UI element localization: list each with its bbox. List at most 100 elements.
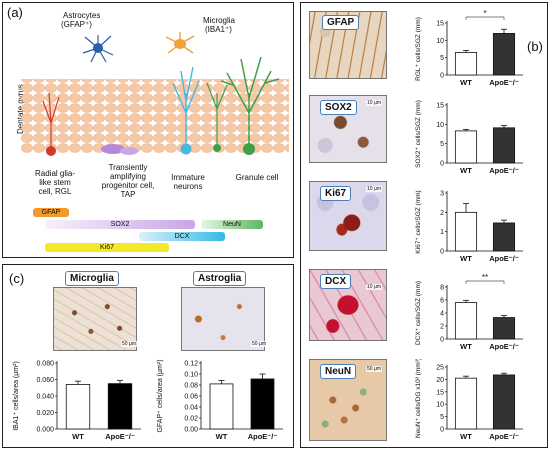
chart-dcx: 0 2 4 6 8 DCX⁺ cells/SGZ (mm) WT ApoE⁻/⁻ **: [415, 273, 523, 351]
scalebar-microglia: 50 µm: [121, 341, 137, 347]
y-tick-label: 4: [440, 311, 444, 318]
scalebar-neun: 50 µm: [366, 366, 382, 372]
y-tick-label: 1: [440, 229, 444, 236]
y-tick-label: 5: [440, 414, 444, 421]
chart-sox2: 0 5 10 15 SOX2⁺ cells/SGZ (mm) WT ApoE⁻/⁻: [415, 100, 523, 175]
y-tick-label: 0: [440, 427, 444, 434]
y-tick-label: 0.060: [36, 377, 54, 384]
bar-apoe: [492, 127, 516, 164]
micrograph-gfap: GFAP: [309, 11, 387, 79]
micrograph-sox2: SOX2 10 µm: [309, 95, 387, 163]
micrograph-label-ki67: Ki67: [320, 186, 352, 201]
y-tick-label: 0: [440, 337, 444, 344]
marker-gfap: GFAP: [33, 208, 69, 217]
y-tick-label: 15: [436, 21, 444, 28]
x-tick-label: WT: [460, 166, 472, 175]
y-tick-label: 5: [440, 55, 444, 62]
y-tick-label: 6: [440, 298, 444, 305]
y-tick-label: 8: [440, 285, 444, 292]
micrograph-label-neun: NeuN: [320, 364, 357, 379]
y-tick-label: 0: [440, 161, 444, 168]
y-tick-label: 3: [440, 191, 444, 198]
x-tick-label: ApoE⁻/⁻: [489, 342, 519, 351]
significance-label: *: [483, 9, 486, 18]
y-tick-label: 15: [436, 103, 444, 110]
y-tick-label: 0.12: [184, 361, 198, 368]
chart-rgl: 0 5 10 15 RGL⁺ cells/SGZ (mm) WT ApoE⁻/⁻ *: [415, 9, 523, 87]
cell-label-immature: Immature neurons: [171, 173, 205, 191]
scalebar-ki67: 10 µm: [366, 186, 382, 192]
astrocytes-sub: (GFAP⁺): [61, 20, 92, 29]
bar-wt: [209, 383, 234, 430]
x-tick-label: ApoE⁻/⁻: [489, 78, 519, 87]
bar-apoe: [250, 378, 275, 430]
cell-label-rgl: Radial glia- like stem cell, RGL: [34, 169, 76, 196]
y-tick-label: 0.080: [36, 361, 54, 368]
marker-ki67: Ki67: [45, 243, 169, 252]
x-tick-label: ApoE⁻/⁻: [105, 432, 135, 441]
micrograph-ki67: Ki67 10 µm: [309, 181, 387, 251]
panel-c-label: (c): [9, 271, 25, 286]
y-tick-label: 2: [440, 210, 444, 217]
micrograph-microglia: [53, 287, 137, 351]
scalebar-dcx: 10 µm: [366, 284, 382, 290]
bar-wt: [454, 52, 478, 76]
panel-a-label: (a): [7, 5, 23, 20]
y-tick-label: 0: [440, 73, 444, 80]
bar-wt: [65, 384, 91, 430]
x-tick-label: ApoE⁻/⁻: [248, 432, 278, 441]
bar-apoe: [492, 317, 516, 340]
y-tick-label: 10: [436, 402, 444, 409]
chart-neun: 0 5 10 15 20 25 NeuN⁺ cells/DG x10³ (mm³) WT Apo…: [415, 359, 523, 441]
scalebar-astroglia: 50 µm: [251, 341, 267, 347]
y-tick-label: 2: [440, 324, 444, 331]
astrocytes-label: Astrocytes: [63, 11, 101, 20]
x-tick-label: WT: [460, 254, 472, 263]
y-axis-label: NeuN⁺ cells/DG x10³ (mm³): [415, 359, 422, 438]
micrograph-neun: NeuN 50 µm: [309, 359, 387, 441]
y-tick-label: 15: [436, 389, 444, 396]
dentate-gyrus-illustration: [21, 56, 289, 156]
bar-apoe: [492, 32, 516, 76]
cell-label-granule: Granule cell: [235, 173, 279, 182]
y-tick-label: 0.000: [36, 427, 54, 434]
marker-dcx: DCX: [139, 232, 225, 241]
x-tick-label: WT: [460, 432, 472, 441]
cell-label-tap: Transiently amplifying progenitor cell, …: [101, 163, 155, 199]
significance-label: **: [482, 273, 488, 282]
chart-gfap-area: 0.00 0.02 0.04 0.06 0.08 0.10 0.12 GFAP⁺ cells/…: [157, 359, 283, 441]
microglia-icon: [165, 32, 195, 54]
panel-b-label: (b): [527, 39, 543, 54]
marker-neun: NeuN: [201, 220, 263, 229]
y-tick-label: 5: [440, 141, 444, 148]
micrograph-astroglia: [181, 287, 265, 351]
y-axis-label: IBA1⁺ cells/area (µm²): [13, 361, 20, 431]
y-tick-label: 10: [436, 38, 444, 45]
x-tick-label: ApoE⁻/⁻: [489, 432, 519, 441]
x-tick-label: WT: [460, 342, 472, 351]
y-axis-label: SOX2⁺ cells/SGZ (mm): [415, 100, 422, 168]
micrograph-label-gfap: GFAP: [322, 15, 360, 30]
y-tick-label: 0.04: [184, 405, 198, 412]
panel-b: (b) GFAP SOX2 10 µm Ki67 10 µm DCX 10 µm…: [300, 2, 548, 448]
x-tick-label: WT: [216, 432, 228, 441]
y-tick-label: 25: [436, 365, 444, 372]
y-tick-label: 0.00: [184, 427, 198, 434]
y-tick-label: 0: [440, 249, 444, 256]
micrograph-dcx: DCX 10 µm: [309, 269, 387, 341]
x-tick-label: WT: [72, 432, 84, 441]
scalebar-sox2: 10 µm: [366, 100, 382, 106]
y-axis-label: RGL⁺ cells/SGZ (mm): [415, 17, 422, 81]
micrograph-label-dcx: DCX: [320, 274, 352, 289]
y-tick-label: 0.020: [36, 410, 54, 417]
marker-sox2: SOX2: [45, 220, 195, 229]
y-tick-label: 0.08: [184, 383, 198, 390]
chart-ki67: 0 1 2 3 Ki67⁺ cells/SGZ (mm) WT ApoE⁻/⁻: [415, 190, 523, 263]
bar-apoe: [107, 383, 133, 430]
x-tick-label: ApoE⁻/⁻: [489, 254, 519, 263]
micrograph-label-sox2: SOX2: [320, 100, 357, 115]
x-tick-label: ApoE⁻/⁻: [489, 166, 519, 175]
y-axis-label: GFAP⁺ cells/area (µm²): [157, 359, 164, 432]
y-tick-label: 0.040: [36, 394, 54, 401]
astrocyte-icon: [82, 35, 114, 63]
